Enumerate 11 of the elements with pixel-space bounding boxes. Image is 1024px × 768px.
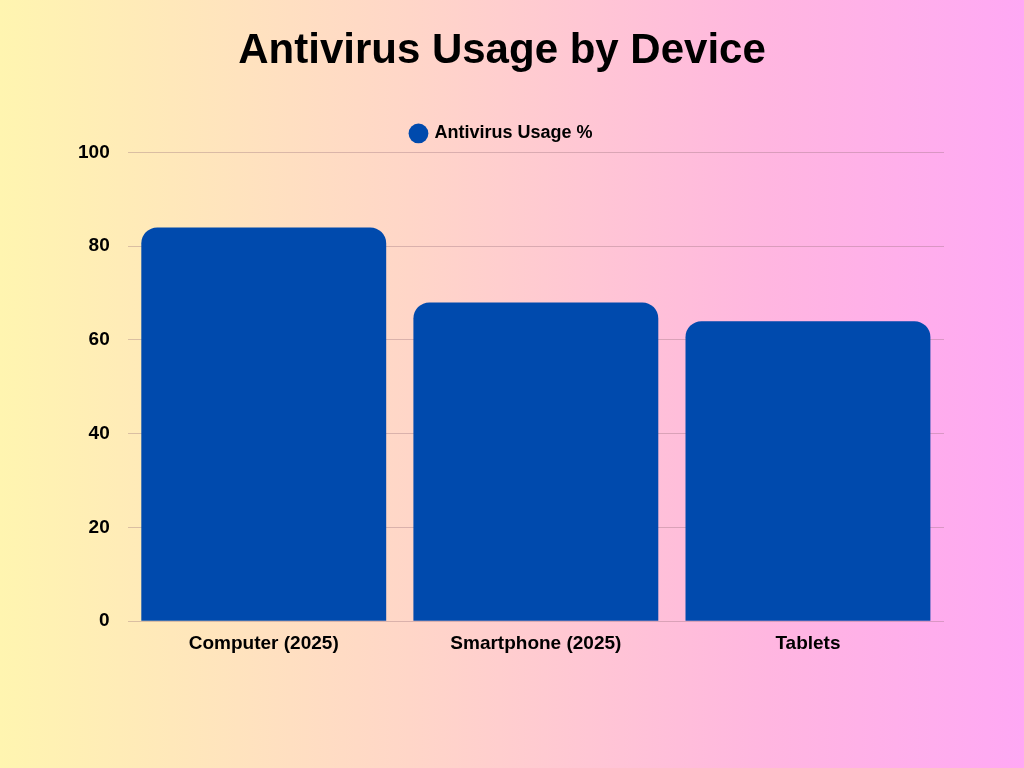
y-tick-label: 40	[88, 421, 110, 443]
y-tick-label: 0	[99, 609, 110, 631]
x-tick-label: Tablets	[775, 631, 841, 653]
y-tick-label: 80	[88, 234, 110, 256]
x-tick-label: Smartphone (2025)	[450, 631, 622, 653]
y-tick-label: 20	[88, 515, 110, 537]
x-tick-label: Computer (2025)	[188, 631, 339, 653]
chart-title: Antivirus Usage by Device	[238, 24, 766, 72]
legend-label: Antivirus Usage %	[434, 122, 593, 143]
y-tick-label: 60	[88, 328, 110, 350]
y-tick-label: 100	[78, 140, 110, 162]
